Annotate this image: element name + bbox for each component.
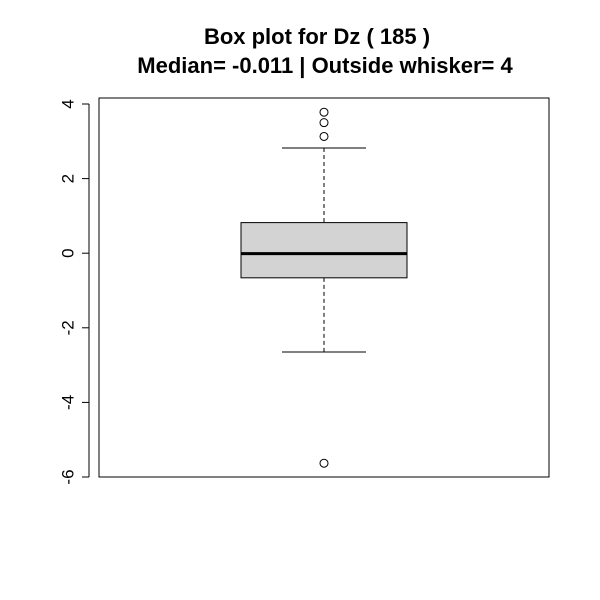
outlier-point <box>319 107 329 117</box>
y-tick-label: 0 <box>58 248 77 257</box>
chart-title: Box plot for Dz ( 185 ) <box>204 24 430 49</box>
y-tick-label: 4 <box>58 99 77 108</box>
box-plot <box>240 147 408 353</box>
y-axis: -6 -4 -2 0 2 4 <box>58 99 90 485</box>
outlier-points <box>319 107 329 468</box>
y-tick-label: -2 <box>58 320 77 335</box>
outlier-point <box>319 131 329 141</box>
plot-frame <box>98 97 550 478</box>
outlier-point <box>319 458 329 468</box>
y-tick-label: -6 <box>58 469 77 484</box>
y-tick-label: 2 <box>58 174 77 183</box>
outlier-point <box>319 118 329 128</box>
y-tick-label: -4 <box>58 395 77 410</box>
chart-subtitle: Median= -0.011 | Outside whisker= 4 <box>137 53 513 78</box>
iqr-box <box>240 222 408 279</box>
